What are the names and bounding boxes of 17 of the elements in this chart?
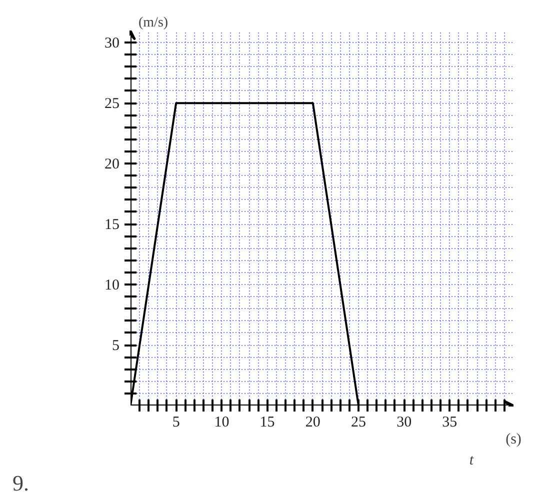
- text: (s): [506, 432, 522, 448]
- y-tick-label: 10: [104, 278, 120, 294]
- x-tick-label: 5: [172, 414, 180, 430]
- y-tick-label: 25: [104, 96, 120, 112]
- x-tick-label: 35: [442, 414, 458, 430]
- y-tick-label: 15: [104, 217, 120, 234]
- x-tick-label: 20: [305, 414, 320, 430]
- y-tick-label: 20: [104, 156, 120, 173]
- x-tick-label: 15: [260, 414, 275, 430]
- y-tick-label: 5: [112, 338, 120, 354]
- x-tick-label: 30: [396, 414, 412, 430]
- x-axis-title: t: [469, 452, 474, 468]
- x-tick-label: 10: [214, 414, 230, 430]
- y-axis-title: (m/s): [138, 16, 168, 30]
- x-tick-label: 25: [350, 414, 366, 430]
- text: 9.: [12, 470, 29, 495]
- y-tick-label: 30: [104, 36, 120, 52]
